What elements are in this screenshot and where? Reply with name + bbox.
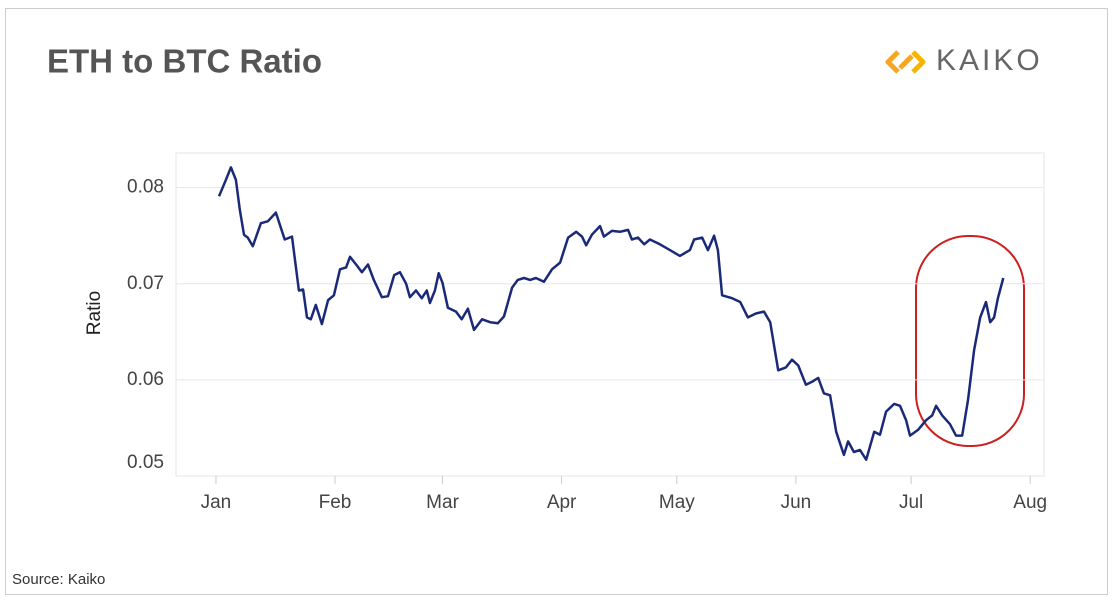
source: Source: Kaiko [12, 571, 105, 588]
x-tick-label: May [659, 492, 695, 513]
logo-icon [885, 50, 926, 74]
line-series [217, 166, 1005, 461]
x-tick-label: Aug [1013, 492, 1047, 513]
y-tick-label: 0.07 [127, 273, 164, 294]
x-tick-label: Feb [319, 492, 352, 513]
x-tick-label: Jul [899, 492, 923, 513]
x-tick-label: Jan [201, 492, 232, 513]
x-tick-label: Mar [426, 492, 459, 513]
y-tick-label: 0.06 [127, 369, 164, 390]
x-tick-label: Apr [547, 492, 577, 513]
y-tick-label: 0.08 [127, 177, 164, 198]
y-tick-label: 0.05 [127, 452, 164, 473]
frame [5, 8, 1108, 595]
chart-title: ETH to BTC Ratio [47, 43, 322, 80]
y-axis-label: Ratio [84, 291, 105, 335]
x-tick-label: Jun [781, 492, 812, 513]
highlight-annotation [915, 235, 1025, 447]
logo-text: KAIKO [936, 44, 1043, 77]
